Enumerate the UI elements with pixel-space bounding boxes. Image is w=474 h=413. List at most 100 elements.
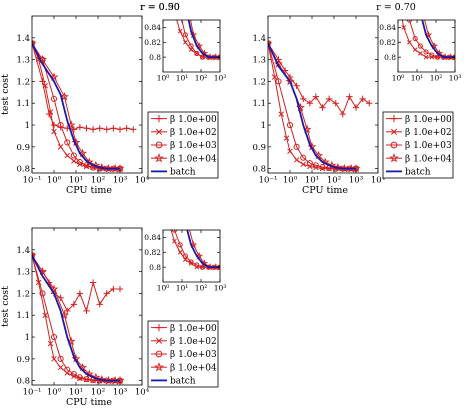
panel-2-inset-series-1-point bbox=[183, 257, 188, 263]
panel-0-inset-series-group bbox=[176, 20, 220, 61]
panel-2-inset-series-1-point bbox=[177, 249, 183, 255]
panel-2-title: r = 0.50 bbox=[140, 2, 180, 13]
panel-2-inset-series-group bbox=[161, 191, 220, 271]
panel-0-inset-series-1-point bbox=[183, 39, 188, 45]
panel-2-legend-label: β 1.0e+00 bbox=[170, 324, 217, 334]
panel-1-inset-series-4-line bbox=[421, 20, 455, 59]
panel-2-inset-xtick-label: 10⁰ bbox=[157, 284, 170, 293]
panel-0-legend-label: β 1.0e+03 bbox=[170, 141, 217, 151]
panel-0-main-series-group bbox=[32, 38, 137, 173]
panel-2-main-series-2-point bbox=[50, 333, 58, 341]
panel-2-inset-series-2-point bbox=[188, 259, 194, 265]
panel-1-main-series-group bbox=[268, 38, 373, 173]
panel-0-main-series-0-point bbox=[110, 125, 117, 132]
panel-2-inset-series-1-point bbox=[172, 238, 177, 244]
panel-1-inset-series-1-point bbox=[407, 39, 412, 45]
panel-2-inset-axes-frame bbox=[162, 229, 221, 283]
panel-2-main-series-2-point bbox=[83, 376, 90, 383]
panel-1-main-series-1-point bbox=[287, 148, 293, 154]
panel-2-main-series-3-point bbox=[97, 374, 107, 384]
panel-0-legend-label: β 1.0e+02 bbox=[170, 128, 217, 138]
panel-1-main-xtick-label: 10⁻¹ bbox=[259, 176, 278, 186]
panel-1-main-series-2-point bbox=[319, 164, 326, 171]
panel-1-main-series-1-point bbox=[271, 74, 278, 80]
panel-1-main-xtick-label: 10⁴ bbox=[371, 176, 386, 186]
panel-2-main-ytick-label: 0.8 bbox=[16, 377, 30, 387]
panel-2-main-series-4-line bbox=[32, 254, 120, 382]
panel-2-main-series-0-point bbox=[83, 307, 90, 315]
panel-2-inset-series-1-point bbox=[161, 191, 165, 195]
panel-1-main-series-0-line bbox=[268, 42, 370, 115]
panel-0-main-series-0-point bbox=[70, 126, 78, 133]
panel-1-main-series-0-point bbox=[359, 95, 366, 103]
panel-2-legend-marker bbox=[155, 324, 163, 332]
panel-1-inset-series-3-point bbox=[420, 10, 425, 15]
panel-0-main-series-1-point bbox=[47, 109, 54, 115]
panel-0-main-ytick-label: 0.8 bbox=[16, 165, 30, 175]
panel-0-inset-xtick-label: 10¹ bbox=[176, 74, 189, 83]
panel-2-legend-marker bbox=[154, 362, 164, 372]
panel-0-legend-marker bbox=[154, 153, 164, 163]
panel-1-main-ytick-label: 1.4 bbox=[252, 34, 266, 44]
panel-0-title: r = 0.90 bbox=[140, 2, 180, 13]
panel-1-main-xtick-label: 10¹ bbox=[305, 176, 319, 186]
panel-2-main-series-2-point bbox=[64, 366, 71, 373]
panel-1-main-xtick-label: 10² bbox=[327, 176, 341, 186]
panel-2-inset-ytick-label: 0.84 bbox=[144, 233, 161, 242]
panel-2-main-xtick-label: 10² bbox=[91, 388, 105, 398]
panel-0-legend-marker bbox=[155, 128, 163, 135]
panel-1-inset-xtick-label: 10³ bbox=[449, 74, 462, 83]
panel-2-main-ytick-label: 1.4 bbox=[16, 246, 30, 256]
panel-2-main-series-3-point bbox=[49, 284, 59, 293]
panel-0-main-series-0-point bbox=[123, 125, 130, 132]
panel-1-legend-label: β 1.0e+02 bbox=[405, 128, 452, 138]
panel-2-main-xtick-label: 10⁰ bbox=[47, 388, 62, 398]
panel-2-inset-series-2-point bbox=[171, 230, 178, 233]
panel-1-inset-series-2-point bbox=[429, 52, 435, 58]
panel-1-inset-series-1-point bbox=[401, 25, 407, 30]
panel-2-main-series-1-point bbox=[51, 356, 57, 362]
panel-0-main-series-0-point bbox=[50, 121, 58, 129]
panel-2-inset-series-3-point bbox=[185, 220, 190, 225]
panel-0-main-xtick-label: 10² bbox=[91, 176, 105, 186]
panel-0-main-series-3-point bbox=[49, 72, 59, 81]
panel-2-main-xtick-label: 10⁻¹ bbox=[23, 388, 42, 398]
panel-0-main-series-3-point bbox=[97, 162, 107, 172]
panel-2-inset-series-2-point bbox=[182, 253, 188, 259]
panel-0-main-series-1-point bbox=[64, 152, 70, 159]
panel-2-main-series-3-point bbox=[103, 375, 113, 385]
panel-1-main-series-1-point bbox=[293, 157, 300, 163]
panel-1-inset-series-1-point bbox=[423, 54, 429, 60]
panel-1-main-xtick-label: 10⁰ bbox=[283, 176, 298, 186]
panel-0-main-series-0-point bbox=[103, 126, 110, 133]
panel-0-main-series-3-point bbox=[115, 163, 125, 173]
panel-0-main-ytick-label: 1.4 bbox=[16, 34, 30, 44]
panel-2-inset-series-1-point bbox=[167, 221, 171, 225]
panel-0-legend-marker bbox=[155, 115, 163, 123]
panel-2-main-series-group bbox=[32, 250, 125, 385]
panel-1-inset-ytick-label: 0.84 bbox=[379, 23, 396, 32]
panel-1-main-ytick-label: 1.3 bbox=[252, 56, 266, 66]
panel-1-main-axes-frame bbox=[267, 15, 379, 174]
panel-0-legend-label: β 1.0e+00 bbox=[170, 115, 217, 125]
panel-0-main-series-0-point bbox=[96, 125, 103, 132]
panel-2-main-series-1-point bbox=[47, 340, 54, 347]
panel-1-main-series-1-point bbox=[283, 135, 290, 141]
panel-1-main-series-3-point bbox=[333, 162, 343, 172]
panel-1-main-series-1-point bbox=[300, 161, 306, 168]
panel-1-main-series-2-point bbox=[312, 162, 319, 169]
panel-1-main-series-3-point bbox=[268, 38, 273, 48]
panel-1-inset-series-2-point bbox=[423, 49, 429, 55]
panel-1-main-series-2-point bbox=[306, 160, 313, 167]
panel-0-main-ytick-label: 1.2 bbox=[16, 77, 30, 87]
panel-2-main-ytick-label: 1 bbox=[25, 333, 30, 343]
panel-0-inset-xtick-label: 10³ bbox=[214, 74, 227, 83]
panel-1-main-ytick-label: 0.8 bbox=[252, 165, 266, 175]
panel-2-main-xtick-label: 10¹ bbox=[69, 388, 83, 398]
panel-0-main-series-2-point bbox=[50, 95, 58, 102]
panel-1-inset-xtick-label: 10⁰ bbox=[392, 74, 405, 83]
panel-2-main-series-0-point bbox=[64, 307, 71, 315]
panel-1-inset-series-2-point bbox=[417, 43, 423, 49]
panel-2-main-ytick-label: 1.3 bbox=[16, 268, 30, 278]
